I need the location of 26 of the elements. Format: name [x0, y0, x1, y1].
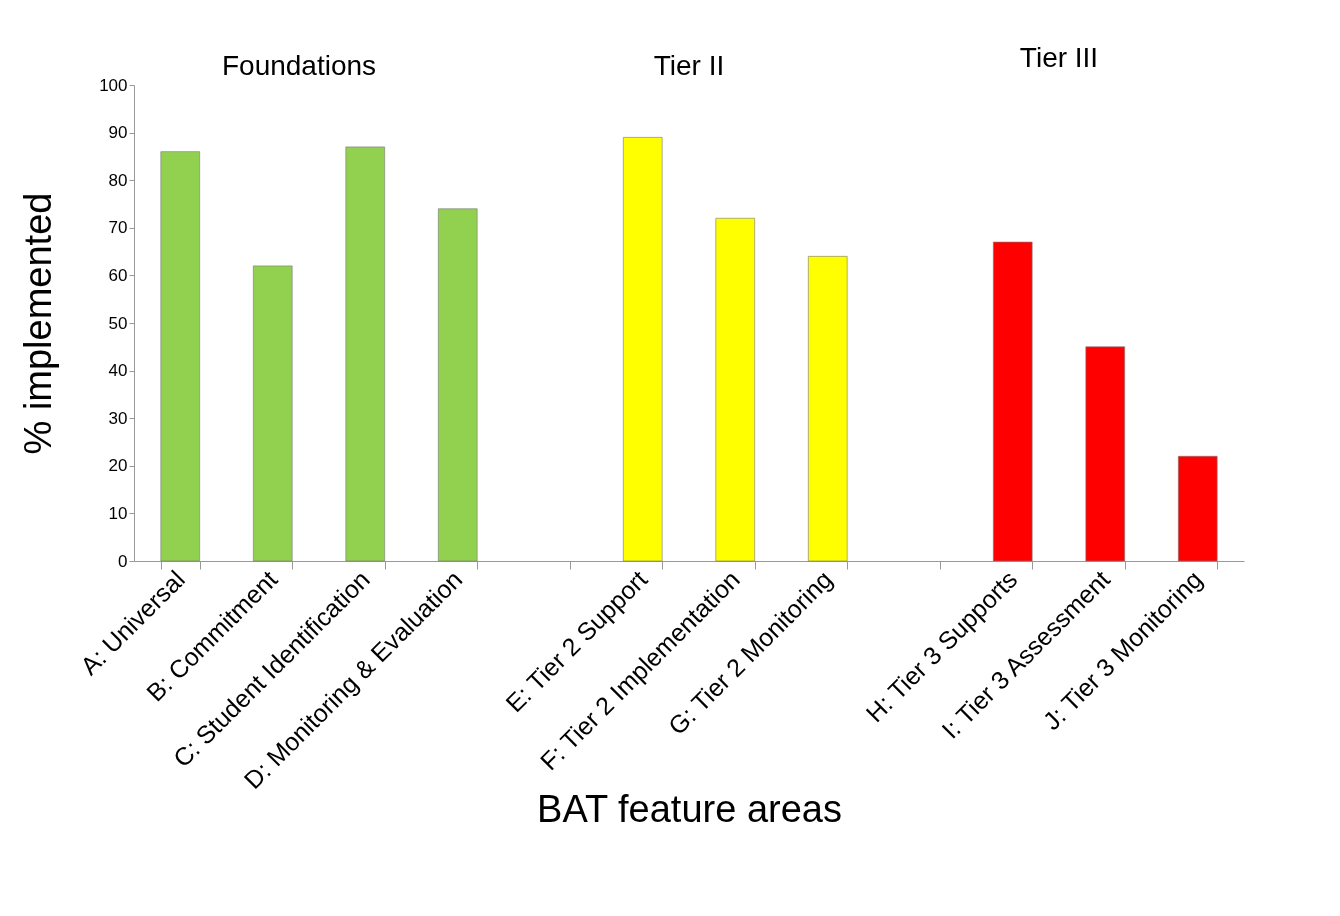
- text: Tier III: [1019, 42, 1099, 73]
- bar: [993, 241, 1033, 562]
- y-tick-label: 10: [108, 503, 128, 523]
- text: Tier II: [653, 50, 725, 81]
- y-tick-label: 100: [99, 75, 128, 95]
- bar: [1178, 455, 1218, 562]
- bar: [808, 256, 848, 562]
- y-tick-label: 0: [118, 551, 128, 571]
- y-tick-label: 70: [108, 218, 128, 238]
- bar: [1085, 346, 1125, 562]
- y-tick-label: 90: [108, 123, 128, 143]
- bar: [160, 151, 200, 562]
- y-tick-label: 30: [108, 408, 128, 428]
- bar: [253, 265, 293, 562]
- y-tick-label: 50: [108, 313, 128, 333]
- y-tick-label: 40: [108, 361, 128, 381]
- y-tick-label: 20: [108, 456, 128, 476]
- bar: [345, 146, 385, 562]
- bar: [438, 208, 478, 562]
- text: Foundations: [221, 50, 377, 81]
- bar: [715, 217, 755, 562]
- y-tick-label: 80: [108, 170, 128, 190]
- y-axis-title: % implemented: [17, 192, 60, 455]
- x-axis-title: BAT feature areas: [537, 787, 842, 830]
- bar: [623, 137, 663, 562]
- y-tick-label: 60: [108, 265, 128, 285]
